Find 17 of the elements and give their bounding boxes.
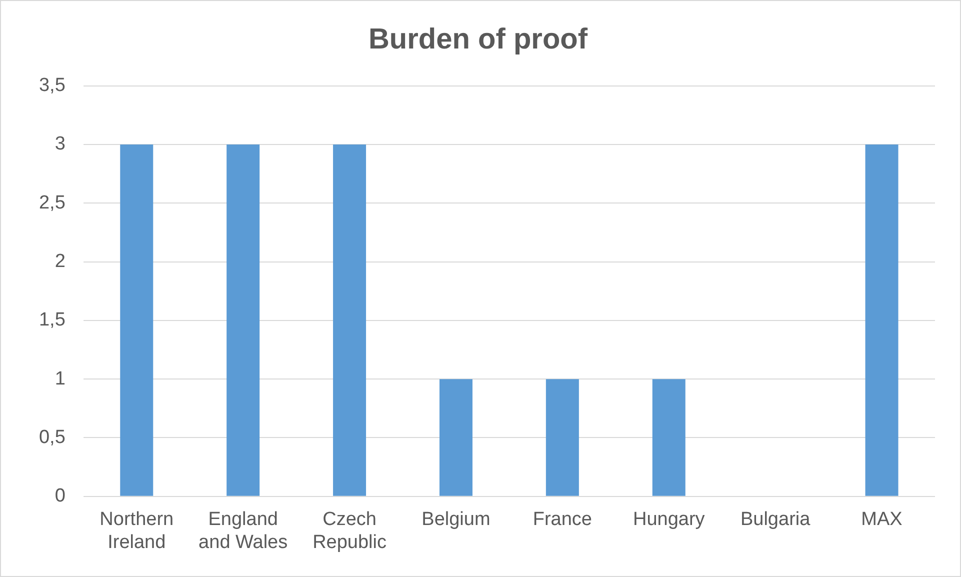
y-tick-label: 0,5 [38, 426, 66, 448]
y-tick-label: 0 [54, 486, 66, 507]
x-tick-label: Czech Republic [312, 509, 386, 553]
y-tick-label: 1,5 [38, 310, 66, 331]
x-tick-label: MAX [861, 509, 903, 530]
y-tick-label: 3 [54, 134, 66, 155]
y-tick-label: 2,5 [38, 192, 66, 214]
y-tick-label: 3,5 [38, 75, 66, 96]
x-tick-label: England and Wales [198, 509, 288, 553]
y-tick-label: 2 [54, 251, 66, 272]
x-tick-label: France [532, 509, 592, 530]
chart-title: Burden of proof [368, 23, 588, 56]
x-tick-label: Bulgaria [740, 509, 811, 530]
x-tick-label: Belgium [422, 509, 490, 530]
y-tick-label: 1 [54, 368, 66, 390]
x-tick-label: Hungary [632, 509, 706, 530]
x-tick-label: Northern Ireland [100, 509, 174, 553]
